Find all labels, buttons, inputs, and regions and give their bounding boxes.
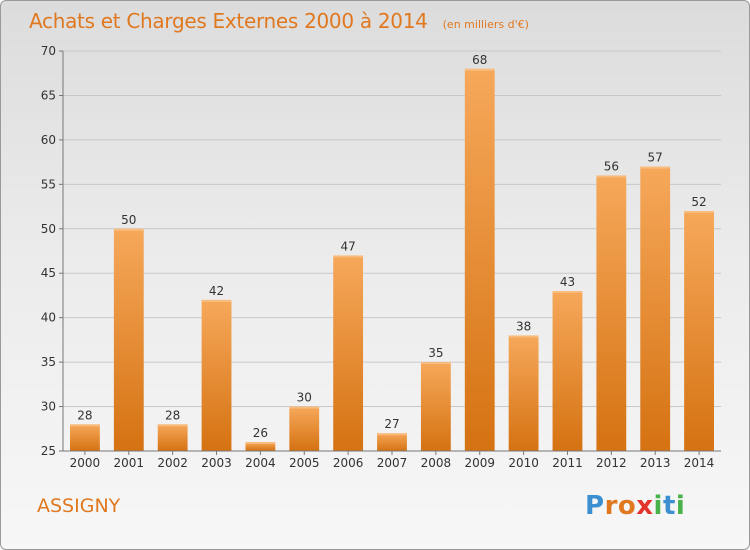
- bar-highlight: [640, 166, 671, 169]
- bar: [596, 175, 627, 451]
- y-tick-label: 50: [41, 222, 56, 236]
- logo-letter: P: [585, 491, 605, 521]
- x-tick-label: 2001: [114, 456, 145, 470]
- y-tick-label: 65: [41, 88, 56, 102]
- x-tick-label: 2003: [201, 456, 232, 470]
- x-tick-label: 2009: [464, 456, 495, 470]
- bar-value-label: 35: [428, 346, 443, 360]
- bar-value-label: 27: [384, 417, 399, 431]
- chart-header: Achats et Charges Externes 2000 à 2014 (…: [29, 9, 529, 33]
- x-tick-label: 2007: [377, 456, 408, 470]
- bar-highlight: [684, 211, 714, 213]
- bar-highlight: [333, 255, 364, 258]
- bar-highlight: [201, 299, 232, 302]
- axes: 25 30 35 40 45 50 55 60 65 70 2000 2001 2002 2003 2004…: [41, 44, 721, 470]
- x-tick-label: 2005: [289, 456, 320, 470]
- bar: [245, 442, 276, 451]
- bar-value-label: 50: [121, 213, 136, 227]
- logo-letter: x: [636, 491, 654, 521]
- bar-value-label: 26: [253, 426, 268, 440]
- bar: [552, 291, 583, 451]
- bars: 28 50 28 42 26 30 47 27 35 68 38 43 56 57 52: [70, 53, 714, 452]
- bar: [289, 406, 320, 451]
- x-tick-label: 2011: [552, 456, 583, 470]
- bar: [70, 424, 100, 451]
- x-tick-label: 2004: [245, 456, 276, 470]
- bar-value-label: 28: [77, 408, 92, 422]
- bar-value-label: 57: [648, 151, 663, 165]
- bar: [420, 362, 451, 451]
- bar-highlight: [420, 362, 451, 365]
- bar: [684, 211, 714, 451]
- bar: [640, 166, 671, 452]
- bar-highlight: [464, 68, 495, 71]
- x-tick-label: 2012: [596, 456, 627, 470]
- bar-value-label: 38: [516, 319, 531, 333]
- bar-highlight: [289, 406, 320, 409]
- bar-value-label: 56: [604, 159, 619, 173]
- commune-name: ASSIGNY: [37, 495, 121, 517]
- bar-highlight: [113, 228, 144, 231]
- y-tick-label: 35: [41, 355, 56, 369]
- bar-highlight: [552, 291, 583, 293]
- logo-letter: r: [604, 491, 618, 521]
- logo-letter: i: [675, 491, 686, 521]
- logo-letter: o: [617, 491, 637, 521]
- bar-value-label: 30: [297, 391, 312, 405]
- y-tick-label: 60: [41, 133, 56, 147]
- bar-highlight: [508, 335, 539, 338]
- bar-highlight: [377, 433, 407, 436]
- bar-value-label: 47: [340, 239, 355, 253]
- bar-value-label: 52: [691, 195, 706, 209]
- bar: [333, 255, 364, 451]
- bar: [157, 424, 188, 451]
- x-tick-label: 2013: [640, 456, 671, 470]
- y-tick-label: 40: [41, 311, 56, 325]
- y-tick-label: 30: [41, 400, 56, 414]
- y-tick-label: 45: [41, 266, 56, 280]
- y-tick-label: 55: [41, 177, 56, 191]
- x-tick-label: 2010: [508, 456, 539, 470]
- logo-letter: i: [653, 491, 663, 521]
- bar-highlight: [157, 424, 188, 427]
- bar-highlight: [245, 442, 276, 445]
- x-tick-label: 2014: [684, 456, 715, 470]
- bar: [377, 433, 407, 451]
- bar-value-label: 28: [165, 408, 180, 422]
- bar: [464, 68, 495, 452]
- x-tick-label: 2008: [421, 456, 452, 470]
- bar: [113, 228, 144, 451]
- bar-highlight: [70, 424, 100, 427]
- proxiti-logo: Proxiti: [585, 491, 685, 521]
- x-tick-label: 2006: [333, 456, 364, 470]
- bar-highlight: [596, 175, 627, 178]
- y-tick-label: 25: [41, 444, 56, 458]
- y-tick-label: 70: [41, 44, 56, 58]
- logo-text: Proxiti: [585, 491, 685, 521]
- bar-value-label: 68: [472, 53, 487, 67]
- chart-subtitle: (en milliers d'€): [442, 18, 529, 31]
- x-tick-label: 2000: [70, 456, 101, 470]
- bar: [508, 335, 539, 451]
- bar-value-label: 42: [209, 284, 224, 298]
- bar-value-label: 43: [560, 275, 575, 289]
- logo-letter: t: [662, 491, 676, 521]
- bar: [201, 299, 232, 451]
- chart-title: Achats et Charges Externes 2000 à 2014: [29, 9, 428, 33]
- x-tick-label: 2002: [157, 456, 188, 470]
